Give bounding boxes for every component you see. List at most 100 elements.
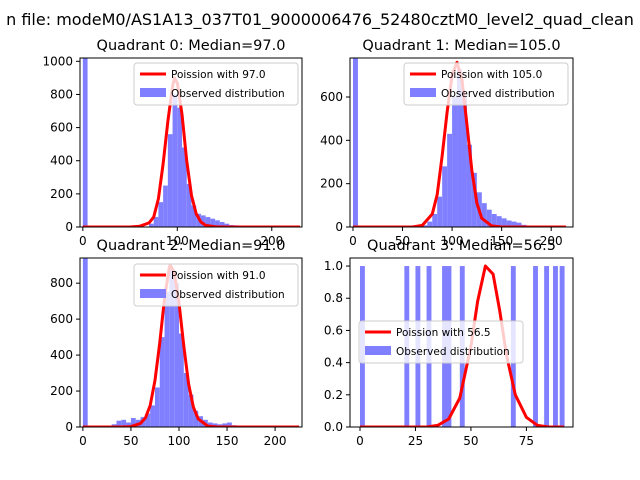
legend-label-fit: Poission with 56.5 xyxy=(396,327,491,339)
histogram-bar xyxy=(148,223,154,227)
y-tick-label: 0.0 xyxy=(324,420,343,434)
histogram-bar xyxy=(163,185,168,227)
subplot-title: Quadrant 0: Median=97.0 xyxy=(97,38,286,54)
subplot-quadrant-1: 0 50 100 150 200 0 200 400 600 Quadrant 1: Median… xyxy=(320,38,574,248)
histogram-bar xyxy=(422,225,428,227)
histogram-bar xyxy=(154,387,160,427)
x-tick-label: 150 xyxy=(490,234,513,248)
legend-label-fit: Poission with 97.0 xyxy=(171,69,266,81)
histogram-bar xyxy=(153,217,159,227)
y-tick-label: 800 xyxy=(50,87,73,101)
histogram-bar xyxy=(158,202,164,227)
y-tick-label: 0 xyxy=(335,220,343,234)
x-tick-label: 75 xyxy=(519,434,534,448)
histogram-bar xyxy=(210,218,216,227)
histogram-bar xyxy=(207,422,213,427)
histogram-bar xyxy=(172,94,178,227)
histogram-bars xyxy=(82,258,261,427)
legend-bar-swatch xyxy=(365,346,391,355)
x-tick-label: 200 xyxy=(264,434,287,448)
y-tick-label: 0.2 xyxy=(324,388,343,402)
legend-bar-swatch xyxy=(140,88,166,97)
histogram-bar xyxy=(496,216,502,227)
histogram-bar xyxy=(481,203,487,227)
legend-frame xyxy=(133,62,299,106)
subplot-quadrant-3: 0 25 50 75 0.0 0.2 0.4 0.6 0.8 1.0 Quadrant 3: Med… xyxy=(324,238,574,448)
histogram-bar xyxy=(457,68,462,227)
x-tick-label: 0 xyxy=(79,234,87,248)
figure-suptitle: n file: modeM0/AS1A13_037T01_9000006476_… xyxy=(6,10,634,30)
x-tick-label: 0 xyxy=(349,234,357,248)
histogram-bar xyxy=(486,209,492,227)
y-tick-label: 0.6 xyxy=(324,323,343,337)
histogram-bar xyxy=(432,214,438,227)
y-tick-label: 200 xyxy=(50,384,73,398)
subplot-quadrant-2: 0 50 100 150 200 0 200 400 600 800 Quadrant 2: Med… xyxy=(50,238,303,448)
histogram-bar xyxy=(164,292,170,427)
subplot-title: Quadrant 1: Median=105.0 xyxy=(362,38,560,54)
histogram-bar xyxy=(167,134,173,227)
subplot-title: Quadrant 2: Median=91.0 xyxy=(97,238,286,254)
histogram-bar xyxy=(215,220,220,227)
histogram-bar xyxy=(82,258,88,427)
y-tick-label: 0 xyxy=(65,220,73,234)
legend-bar-swatch xyxy=(410,88,436,97)
subplot-title: Quadrant 3: Median=56.5 xyxy=(367,238,556,254)
y-tick-label: 600 xyxy=(320,90,343,104)
x-tick-label: 50 xyxy=(463,434,478,448)
histogram-bar xyxy=(452,97,458,227)
histogram-bar xyxy=(159,337,165,427)
histogram-bar xyxy=(559,266,565,427)
x-tick-label: 150 xyxy=(216,434,239,448)
x-tick-label: 200 xyxy=(540,234,563,248)
axes-frame xyxy=(349,257,574,428)
x-tick-label: 100 xyxy=(166,234,189,248)
y-tick-label: 400 xyxy=(50,154,73,168)
histogram-bar xyxy=(169,268,175,427)
histogram-bar xyxy=(186,183,192,227)
histogram-bar xyxy=(205,217,211,227)
y-tick-label: 1.0 xyxy=(324,259,343,273)
histogram-bar xyxy=(501,218,507,227)
x-tick-label: 50 xyxy=(123,434,138,448)
poisson-fit-line xyxy=(353,60,567,227)
histogram-bar xyxy=(466,144,472,227)
histogram-bar xyxy=(183,373,189,427)
histogram-bar xyxy=(200,215,206,227)
legend: Poission with 91.0 Observed distribution xyxy=(133,263,299,307)
histogram-bar xyxy=(145,413,151,427)
histogram-bar xyxy=(491,214,497,227)
y-tick-label: 600 xyxy=(50,312,73,326)
histogram-bar xyxy=(222,423,228,427)
histogram-bar xyxy=(212,423,218,427)
legend-frame xyxy=(133,263,299,307)
histogram-bar xyxy=(227,422,232,427)
y-tick-label: 200 xyxy=(50,187,73,201)
histogram-bar xyxy=(224,223,230,227)
legend-frame xyxy=(403,62,569,106)
legend: Poission with 97.0 Observed distribution xyxy=(133,62,299,106)
y-tick-label: 0.4 xyxy=(324,356,343,370)
histogram-bar xyxy=(178,333,184,427)
subplot-quadrant-0: 0 100 200 0 200 400 600 800 1000 Quadrant 0: Medi… xyxy=(42,38,303,248)
legend-label-observed: Observed distribution xyxy=(171,88,285,100)
histogram-bar xyxy=(193,410,199,427)
y-tick-label: 800 xyxy=(50,276,73,290)
y-tick-label: 1000 xyxy=(42,54,73,68)
y-tick-label: 200 xyxy=(320,177,343,191)
histogram-bar xyxy=(121,419,127,427)
histogram-bar xyxy=(126,422,131,427)
legend: Poission with 105.0 Observed distribution xyxy=(403,62,569,106)
legend: Poission with 56.5 Observed distribution xyxy=(358,320,524,364)
legend-label-observed: Observed distribution xyxy=(171,289,285,301)
x-tick-label: 0 xyxy=(356,434,364,448)
y-tick-label: 400 xyxy=(50,348,73,362)
histogram-bar xyxy=(553,266,558,427)
histogram-bar xyxy=(182,147,187,227)
y-tick-label: 400 xyxy=(320,133,343,147)
histogram-bar xyxy=(191,205,197,227)
legend-label-observed: Observed distribution xyxy=(441,88,555,100)
histogram-bar xyxy=(219,222,225,227)
subplots: 0 100 200 0 200 400 600 800 1000 Quadrant 0: Medi… xyxy=(42,38,574,448)
histogram-bar xyxy=(516,222,522,227)
